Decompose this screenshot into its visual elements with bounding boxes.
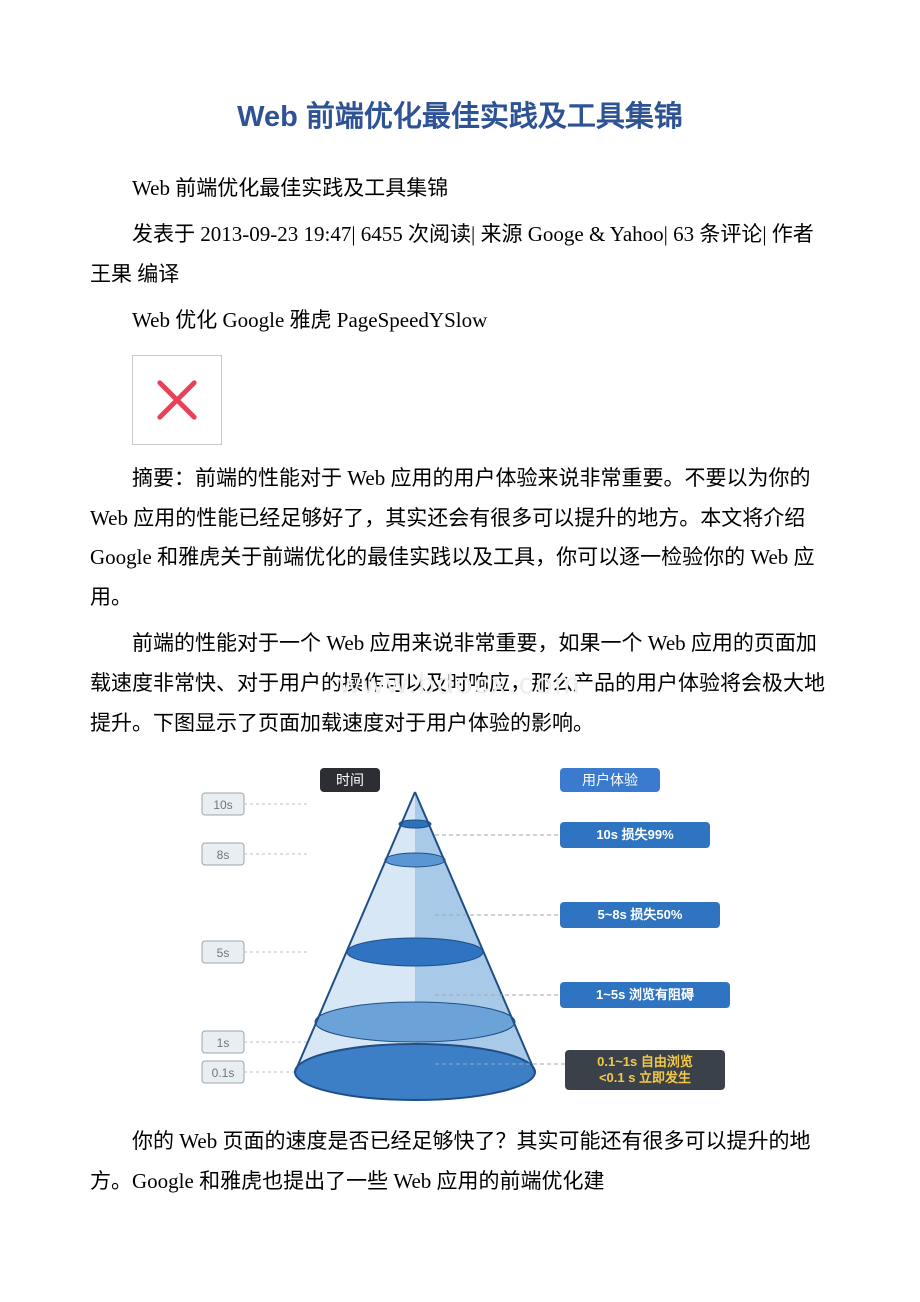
svg-text:5s: 5s: [217, 946, 230, 960]
page-title: Web 前端优化最佳实践及工具集锦: [90, 90, 830, 145]
abstract-para: 摘要：前端的性能对于 Web 应用的用户体验来说非常重要。不要以为你的 Web …: [90, 459, 830, 619]
closing-para: 你的 Web 页面的速度是否已经足够快了？其实可能还有很多可以提升的地方。Goo…: [90, 1122, 830, 1202]
svg-text:10s: 10s: [213, 798, 232, 812]
svg-text:1~5s 浏览有阻碍: 1~5s 浏览有阻碍: [596, 987, 694, 1002]
missing-image-placeholder: [132, 355, 222, 445]
intro-para: 前端的性能对于一个 Web 应用来说非常重要，如果一个 Web 应用的页面加载速…: [90, 624, 830, 744]
svg-text:0.1s: 0.1s: [212, 1066, 235, 1080]
ux-cone-chart: 时间 用户体验 10s 8s 5s 1s 0.1s 10s 损失99% 5~8s 损失50% 1~…: [90, 762, 830, 1112]
svg-text:5~8s 损失50%: 5~8s 损失50%: [598, 907, 683, 922]
svg-text:1s: 1s: [217, 1036, 230, 1050]
ux-cone-svg: 时间 用户体验 10s 8s 5s 1s 0.1s 10s 损失99% 5~8s 损失50% 1~…: [190, 762, 730, 1112]
tags-line: Web 优化 Google 雅虎 PageSpeedYSlow: [90, 301, 830, 341]
subtitle-line: Web 前端优化最佳实践及工具集锦: [90, 169, 830, 209]
svg-text:时间: 时间: [336, 772, 364, 788]
svg-text:用户体验: 用户体验: [582, 772, 638, 788]
svg-text:10s 损失99%: 10s 损失99%: [596, 827, 674, 842]
svg-text:8s: 8s: [217, 848, 230, 862]
meta-line: 发表于 2013-09-23 19:47| 6455 次阅读| 来源 Googe…: [90, 215, 830, 295]
svg-text:0.1~1s 自由浏览: 0.1~1s 自由浏览: [597, 1054, 693, 1069]
x-icon: [154, 377, 200, 423]
svg-text:<0.1 s 立即发生: <0.1 s 立即发生: [599, 1070, 691, 1085]
